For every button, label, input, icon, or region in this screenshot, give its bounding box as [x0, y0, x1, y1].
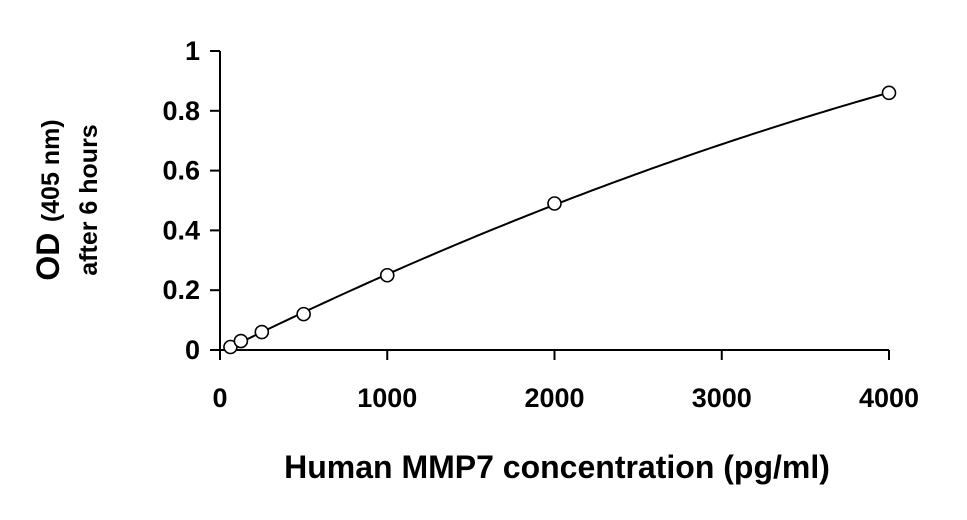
y-ticks: 0 0.2 0.4 0.6 0.8 1 — [162, 36, 220, 365]
y-tick-label: 0.2 — [162, 275, 200, 305]
y-tick-label: 0 — [185, 335, 200, 365]
data-point — [254, 324, 270, 340]
data-points — [223, 85, 897, 355]
data-point — [233, 333, 249, 349]
y-tick-label: 0.6 — [162, 156, 200, 186]
y-axis-title: OD (405 nm) — [30, 119, 66, 280]
data-point — [379, 267, 395, 283]
y-axis-title-main: OD — [30, 233, 66, 281]
data-point — [296, 306, 311, 322]
fit-curve-group — [230, 91, 890, 349]
x-tick-label: 4000 — [859, 383, 919, 413]
y-tick-label: 0.4 — [162, 215, 200, 245]
x-ticks: 0 1000 2000 3000 4000 — [212, 350, 919, 413]
fit-curve — [230, 91, 890, 349]
data-point — [547, 196, 562, 211]
x-tick-label: 2000 — [524, 383, 584, 413]
y-tick-label: 0.8 — [162, 96, 200, 126]
x-axis-title: Human MMP7 concentration (pg/ml) — [284, 449, 830, 485]
x-tick-label: 1000 — [357, 383, 417, 413]
y-axis-title-line2: after 6 hours — [75, 124, 103, 275]
y-tick-label: 1 — [185, 36, 200, 66]
y-axis-title-unit: (405 nm) — [37, 119, 65, 222]
data-point — [881, 85, 897, 101]
x-tick-label: 0 — [212, 383, 227, 413]
x-tick-label: 3000 — [692, 383, 752, 413]
